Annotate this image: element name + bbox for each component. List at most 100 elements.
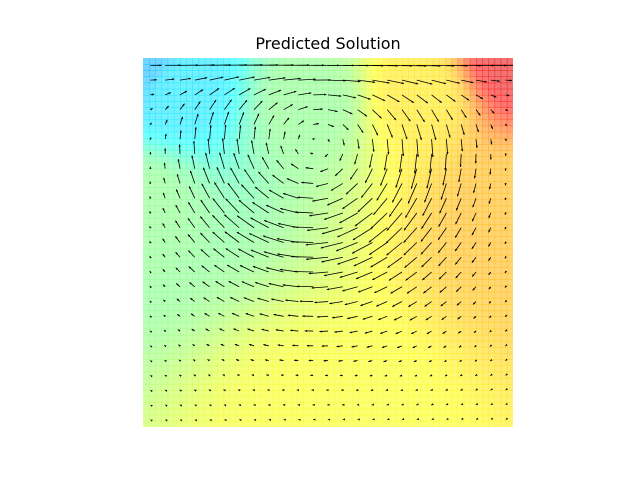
velocity-arrow bbox=[283, 117, 290, 125]
velocity-arrow bbox=[475, 109, 481, 116]
velocity-arrow bbox=[323, 212, 343, 220]
pressure-cell bbox=[371, 390, 378, 397]
pressure-cell bbox=[198, 267, 206, 274]
pressure-cell bbox=[469, 365, 477, 373]
pressure-cell bbox=[439, 236, 446, 244]
pressure-cell bbox=[284, 131, 292, 139]
pressure-cell bbox=[186, 396, 193, 403]
pressure-cell bbox=[309, 347, 317, 354]
pressure-cell bbox=[340, 70, 348, 78]
pressure-cell bbox=[432, 310, 440, 317]
pressure-cell bbox=[334, 273, 341, 280]
velocity-arrow bbox=[194, 113, 199, 125]
velocity-arrow bbox=[357, 139, 360, 150]
pressure-cell bbox=[328, 383, 335, 391]
pressure-cell bbox=[500, 193, 508, 201]
pressure-cell bbox=[149, 156, 156, 164]
pressure-cell bbox=[241, 131, 249, 139]
pressure-cell bbox=[229, 58, 237, 65]
pressure-cell bbox=[500, 371, 508, 379]
pressure-cell bbox=[266, 181, 274, 188]
pressure-cell bbox=[303, 279, 311, 287]
pressure-cell bbox=[371, 236, 378, 244]
pressure-cell bbox=[217, 187, 224, 194]
velocity-arrow bbox=[254, 186, 270, 199]
velocity-arrow bbox=[372, 79, 390, 84]
pressure-cell bbox=[414, 371, 422, 379]
pressure-cell bbox=[352, 205, 360, 213]
pressure-cell bbox=[358, 187, 366, 194]
pressure-cell bbox=[173, 119, 181, 127]
pressure-cell bbox=[161, 144, 169, 151]
pressure-cell bbox=[173, 199, 181, 207]
pressure-cell bbox=[180, 304, 187, 311]
pressure-cell bbox=[143, 267, 150, 274]
pressure-cell bbox=[167, 82, 175, 90]
pressure-cell bbox=[229, 291, 237, 299]
pressure-cell bbox=[420, 408, 428, 416]
velocity-arrow bbox=[327, 109, 338, 113]
pressure-cell bbox=[235, 94, 243, 102]
pressure-cell bbox=[420, 125, 428, 133]
pressure-cell bbox=[389, 353, 397, 360]
pressure-cell bbox=[210, 316, 218, 324]
pressure-cell bbox=[408, 217, 415, 225]
velocity-arrow bbox=[395, 168, 403, 188]
pressure-cell bbox=[173, 107, 181, 114]
pressure-cell bbox=[334, 224, 341, 231]
pressure-cell bbox=[321, 267, 329, 274]
pressure-cell bbox=[321, 365, 329, 373]
velocity-arrow bbox=[459, 359, 463, 362]
pressure-cell bbox=[482, 420, 489, 427]
pressure-cell bbox=[217, 322, 224, 330]
pressure-cell bbox=[235, 273, 243, 280]
pressure-cell bbox=[161, 88, 169, 96]
pressure-cell bbox=[457, 377, 465, 385]
pressure-cell bbox=[420, 70, 428, 78]
pressure-cell bbox=[198, 383, 206, 391]
pressure-cell bbox=[328, 279, 335, 287]
pressure-cell bbox=[334, 353, 341, 360]
velocity-arrow bbox=[420, 242, 432, 255]
pressure-cell bbox=[192, 82, 200, 90]
pressure-cell bbox=[303, 383, 311, 391]
pressure-cell bbox=[198, 328, 206, 336]
velocity-arrow bbox=[219, 152, 225, 169]
pressure-cell bbox=[284, 82, 292, 90]
pressure-cell bbox=[402, 359, 409, 367]
pressure-cell bbox=[389, 316, 397, 324]
pressure-cell bbox=[402, 285, 409, 293]
pressure-cell bbox=[457, 58, 465, 65]
pressure-cell bbox=[260, 76, 267, 84]
pressure-cell bbox=[426, 414, 434, 422]
pressure-cell bbox=[482, 365, 489, 373]
pressure-cell bbox=[365, 144, 372, 151]
pressure-cell bbox=[451, 70, 459, 78]
pressure-cell bbox=[247, 304, 255, 311]
pressure-cell bbox=[328, 267, 335, 274]
pressure-cell bbox=[297, 156, 304, 164]
velocity-arrow bbox=[380, 168, 388, 186]
pressure-cell bbox=[340, 285, 348, 293]
pressure-cell bbox=[241, 322, 249, 330]
pressure-cell bbox=[463, 328, 471, 336]
pressure-cell bbox=[352, 101, 360, 108]
pressure-cell bbox=[395, 316, 403, 324]
pressure-cell bbox=[494, 297, 502, 305]
pressure-cell bbox=[278, 322, 286, 330]
pressure-cell bbox=[321, 334, 329, 342]
pressure-cell bbox=[389, 58, 397, 65]
pressure-cell bbox=[223, 304, 230, 311]
pressure-cell bbox=[494, 162, 502, 170]
pressure-cell bbox=[260, 224, 267, 231]
pressure-cell bbox=[377, 224, 385, 231]
pressure-cell bbox=[260, 64, 267, 71]
velocity-arrow bbox=[253, 88, 266, 96]
pressure-cell bbox=[321, 150, 329, 157]
pressure-cell bbox=[284, 137, 292, 145]
pressure-cell bbox=[352, 420, 360, 427]
pressure-cell bbox=[383, 347, 391, 354]
pressure-cell bbox=[186, 420, 193, 427]
pressure-cell bbox=[266, 137, 274, 145]
pressure-cell bbox=[217, 193, 224, 201]
